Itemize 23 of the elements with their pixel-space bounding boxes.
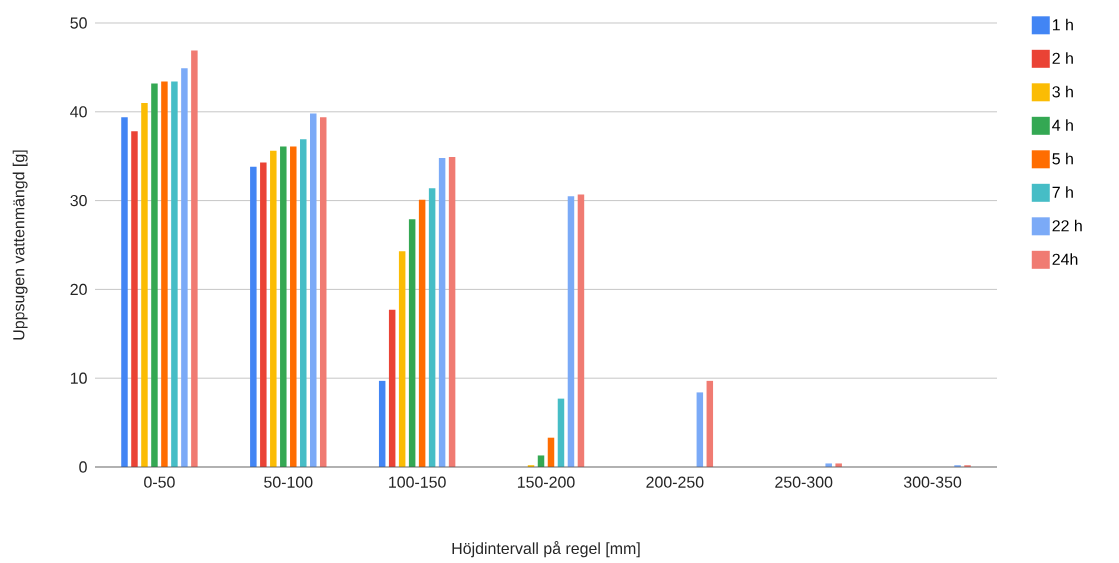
x-tick-label: 250-300 bbox=[775, 476, 833, 488]
y-tick-label: 50 bbox=[70, 17, 87, 29]
legend-label: 1 h bbox=[1052, 18, 1073, 31]
legend-label: 22 h bbox=[1052, 219, 1082, 232]
y-tick-label: 0 bbox=[79, 461, 87, 473]
x-tick-label: 200-250 bbox=[646, 476, 704, 488]
legend-label: 24h bbox=[1052, 253, 1078, 265]
legend-label: 2 h bbox=[1052, 52, 1073, 64]
x-tick-label: 0-50 bbox=[144, 476, 175, 488]
x-tick-label: 150-200 bbox=[517, 476, 575, 488]
y-tick-label: 10 bbox=[70, 372, 87, 384]
x-axis-title: Höjdintervall på regel [mm] bbox=[452, 541, 640, 558]
y-tick-label: 30 bbox=[70, 194, 87, 207]
legend-label: 4 h bbox=[1052, 119, 1073, 131]
y-tick-label: 20 bbox=[70, 283, 87, 296]
x-tick-label: 50-100 bbox=[264, 476, 313, 488]
x-tick-label: 100-150 bbox=[389, 476, 446, 488]
y-axis-title: Uppsugen vattenmängd [g] bbox=[12, 150, 28, 340]
y-tick-label: 40 bbox=[70, 106, 87, 118]
legend-label: 5 h bbox=[1052, 152, 1073, 165]
x-tick-label: 300-350 bbox=[903, 476, 962, 488]
legend-label: 7 h bbox=[1052, 186, 1073, 198]
legend-label: 3 h bbox=[1052, 85, 1073, 98]
